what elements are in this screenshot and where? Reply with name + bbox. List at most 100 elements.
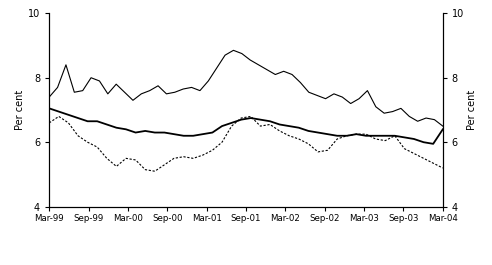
Queensland: [230, 49, 236, 52]
Y-axis label: Per cent: Per cent: [15, 90, 25, 130]
New South Wales: [152, 170, 158, 173]
Queensland: [331, 92, 337, 95]
Queensland: [415, 120, 421, 123]
Queensland: [289, 73, 295, 76]
Queensland: [71, 91, 77, 94]
Queensland: [281, 70, 287, 73]
Queensland: [264, 68, 270, 71]
Australia: [65, 113, 71, 116]
Queensland: [298, 81, 304, 84]
Australia: [440, 128, 446, 131]
Queensland: [406, 115, 412, 118]
Queensland: [197, 89, 203, 92]
Australia: [363, 134, 369, 137]
New South Wales: [353, 132, 359, 136]
Australia: [334, 134, 340, 137]
New South Wales: [142, 168, 148, 171]
Queensland: [431, 118, 437, 121]
Line: Queensland: Queensland: [49, 50, 443, 126]
New South Wales: [411, 152, 417, 155]
Queensland: [239, 52, 245, 55]
Australia: [75, 116, 81, 120]
Queensland: [155, 84, 161, 87]
Australia: [152, 131, 158, 134]
New South Wales: [219, 141, 225, 144]
Australia: [219, 125, 225, 128]
New South Wales: [392, 134, 398, 137]
Queensland: [130, 99, 136, 102]
New South Wales: [104, 157, 110, 160]
Queensland: [365, 89, 370, 92]
New South Wales: [334, 138, 340, 141]
Queensland: [256, 63, 262, 67]
New South Wales: [229, 125, 235, 128]
Australia: [161, 131, 167, 134]
Queensland: [214, 67, 219, 70]
Australia: [296, 126, 302, 129]
Australia: [372, 134, 378, 137]
New South Wales: [56, 115, 62, 118]
Australia: [325, 132, 331, 136]
New South Wales: [382, 139, 388, 142]
Queensland: [46, 95, 52, 99]
Australia: [257, 118, 263, 121]
New South Wales: [325, 149, 331, 152]
Queensland: [373, 105, 379, 108]
Queensland: [55, 86, 61, 89]
Australia: [123, 128, 129, 131]
Australia: [171, 132, 177, 136]
Australia: [229, 121, 235, 125]
New South Wales: [440, 166, 446, 170]
New South Wales: [248, 115, 254, 118]
New South Wales: [161, 163, 167, 166]
New South Wales: [277, 129, 282, 132]
New South Wales: [200, 153, 206, 157]
Queensland: [96, 80, 102, 83]
Australia: [315, 131, 321, 134]
Queensland: [356, 97, 362, 100]
Y-axis label: Per cent: Per cent: [467, 90, 477, 130]
Australia: [56, 110, 62, 113]
Australia: [401, 136, 407, 139]
Australia: [421, 141, 427, 144]
New South Wales: [46, 121, 52, 125]
New South Wales: [94, 145, 100, 149]
Queensland: [348, 102, 354, 105]
Australia: [248, 116, 254, 120]
Australia: [353, 132, 359, 136]
Australia: [181, 134, 186, 137]
Australia: [306, 129, 311, 132]
Queensland: [398, 107, 404, 110]
Australia: [46, 107, 52, 110]
Australia: [190, 134, 196, 137]
Queensland: [172, 91, 178, 94]
Australia: [382, 134, 388, 137]
Australia: [238, 118, 244, 121]
New South Wales: [123, 157, 129, 160]
New South Wales: [421, 157, 427, 160]
Queensland: [205, 80, 211, 83]
Queensland: [163, 92, 169, 95]
Australia: [430, 142, 436, 145]
Queensland: [113, 83, 119, 86]
New South Wales: [315, 150, 321, 153]
New South Wales: [65, 121, 71, 125]
Line: New South Wales: New South Wales: [49, 116, 443, 171]
Queensland: [440, 125, 446, 128]
Line: Australia: Australia: [49, 108, 443, 144]
Queensland: [247, 58, 253, 61]
Australia: [200, 132, 206, 136]
New South Wales: [430, 162, 436, 165]
Queensland: [138, 92, 144, 95]
Australia: [344, 134, 350, 137]
New South Wales: [171, 157, 177, 160]
Queensland: [314, 94, 320, 97]
New South Wales: [267, 123, 273, 126]
Queensland: [390, 110, 396, 113]
Australia: [267, 120, 273, 123]
Australia: [392, 134, 398, 137]
Australia: [277, 123, 282, 126]
New South Wales: [238, 116, 244, 120]
Australia: [210, 131, 215, 134]
New South Wales: [181, 155, 186, 158]
